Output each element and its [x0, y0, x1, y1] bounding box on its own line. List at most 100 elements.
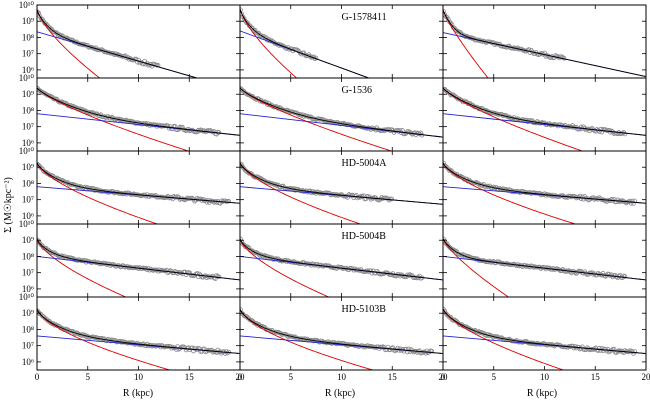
data-point	[199, 127, 205, 133]
y-tick-label: 10⁸	[22, 105, 34, 115]
data-point	[209, 347, 214, 353]
panel-plot	[240, 86, 443, 151]
data-point	[444, 312, 450, 318]
total-fit-curve	[37, 309, 240, 354]
data-point	[403, 346, 409, 352]
panel-plot	[443, 307, 646, 370]
total-fit-curve	[443, 238, 646, 281]
total-fit-curve	[443, 308, 646, 354]
y-tick-label: 10⁸	[22, 324, 34, 334]
data-point	[368, 268, 374, 274]
bulge-curve	[443, 10, 489, 78]
y-tick-label: 10⁸	[22, 178, 34, 188]
y-tick-label: 10⁷	[22, 268, 34, 278]
y-tick-label: 10⁶	[22, 65, 34, 75]
total-fit-curve	[240, 87, 443, 138]
data-point	[252, 27, 258, 33]
data-point	[216, 274, 222, 280]
panel-plot	[37, 308, 240, 370]
data-point	[187, 270, 193, 276]
total-fit-curve	[443, 162, 646, 204]
x-axis-label: R (kpc)	[527, 388, 557, 399]
panel-plot	[240, 236, 443, 297]
x-axis-label: R (kpc)	[123, 388, 153, 399]
row-label: HD-5004B	[342, 231, 387, 242]
data-point	[628, 201, 634, 206]
x-tick-label: 10	[134, 372, 144, 382]
data-point	[211, 275, 217, 281]
bulge-curve	[443, 162, 577, 224]
bulge-curve	[240, 239, 330, 297]
total-fit-curve	[240, 309, 443, 354]
bulge-curve	[240, 163, 362, 224]
total-fit-curve	[240, 162, 443, 205]
data-point	[622, 274, 628, 279]
data-point	[241, 16, 247, 21]
data-point	[41, 314, 46, 319]
data-point	[443, 164, 449, 169]
panel-plot	[37, 9, 199, 78]
y-tick-label: 10⁹	[22, 16, 34, 26]
y-tick-label: 10⁷	[22, 49, 34, 59]
data-point	[256, 30, 262, 36]
data-point	[408, 347, 414, 352]
y-tick-label: 10⁷	[22, 341, 34, 351]
data-point	[37, 161, 40, 167]
data-point	[368, 196, 374, 202]
y-tick-label: 10¹⁰	[19, 146, 35, 156]
data-point	[622, 131, 628, 137]
panel-frame	[442, 77, 647, 152]
y-tick-label: 10⁹	[22, 89, 34, 99]
total-fit-curve	[240, 9, 371, 78]
x-tick-label: 20	[236, 372, 246, 382]
bulge-curve	[443, 309, 565, 370]
y-tick-label: 10⁷	[22, 122, 34, 132]
panel-plot	[37, 161, 240, 224]
y-tick-label: 10⁹	[22, 235, 34, 245]
data-point	[240, 241, 246, 247]
x-tick-label: 5	[289, 372, 294, 382]
x-tick-label: 0	[441, 372, 446, 382]
bulge-curve	[37, 309, 172, 370]
data-point	[454, 28, 460, 33]
x-tick-label: 15	[388, 372, 398, 382]
y-tick-label: 10⁸	[22, 32, 34, 42]
x-tick-label: 5	[492, 372, 497, 382]
x-tick-label: 5	[86, 372, 91, 382]
total-fit-curve	[443, 10, 646, 77]
bulge-curve	[37, 10, 101, 78]
panel-plot	[240, 161, 443, 224]
y-tick-label: 10¹⁰	[19, 292, 35, 302]
bulge-curve	[240, 87, 393, 151]
x-tick-label: 20	[439, 372, 449, 382]
y-tick-label: 10¹⁰	[19, 219, 35, 229]
panel-frame	[36, 296, 241, 371]
data-point	[256, 251, 262, 257]
data-point	[580, 194, 585, 199]
total-fit-curve	[37, 238, 240, 281]
total-fit-curve	[37, 162, 240, 204]
data-point	[43, 316, 49, 322]
data-point	[247, 93, 253, 98]
data-point	[448, 314, 454, 320]
panel-frame	[36, 77, 241, 152]
x-tick-label: 20	[642, 372, 650, 382]
panel-plot	[443, 160, 646, 224]
row-label: HD-5103B	[342, 304, 387, 315]
y-tick-label: 10⁶	[22, 211, 34, 221]
data-point	[595, 348, 601, 353]
x-tick-label: 10	[337, 372, 347, 382]
data-point	[580, 344, 585, 350]
x-tick-label: 0	[238, 372, 243, 382]
data-point	[632, 349, 638, 354]
x-tick-label: 10	[540, 372, 550, 382]
y-tick-label: 10⁹	[22, 308, 34, 318]
bulge-curve	[37, 239, 127, 297]
y-tick-label: 10⁸	[22, 251, 34, 261]
data-point	[443, 160, 446, 166]
panel-frame	[36, 4, 241, 79]
panel-plot	[37, 237, 240, 297]
total-fit-curve	[37, 9, 199, 78]
y-tick-label: 10⁹	[22, 162, 34, 172]
data-point	[355, 195, 360, 201]
